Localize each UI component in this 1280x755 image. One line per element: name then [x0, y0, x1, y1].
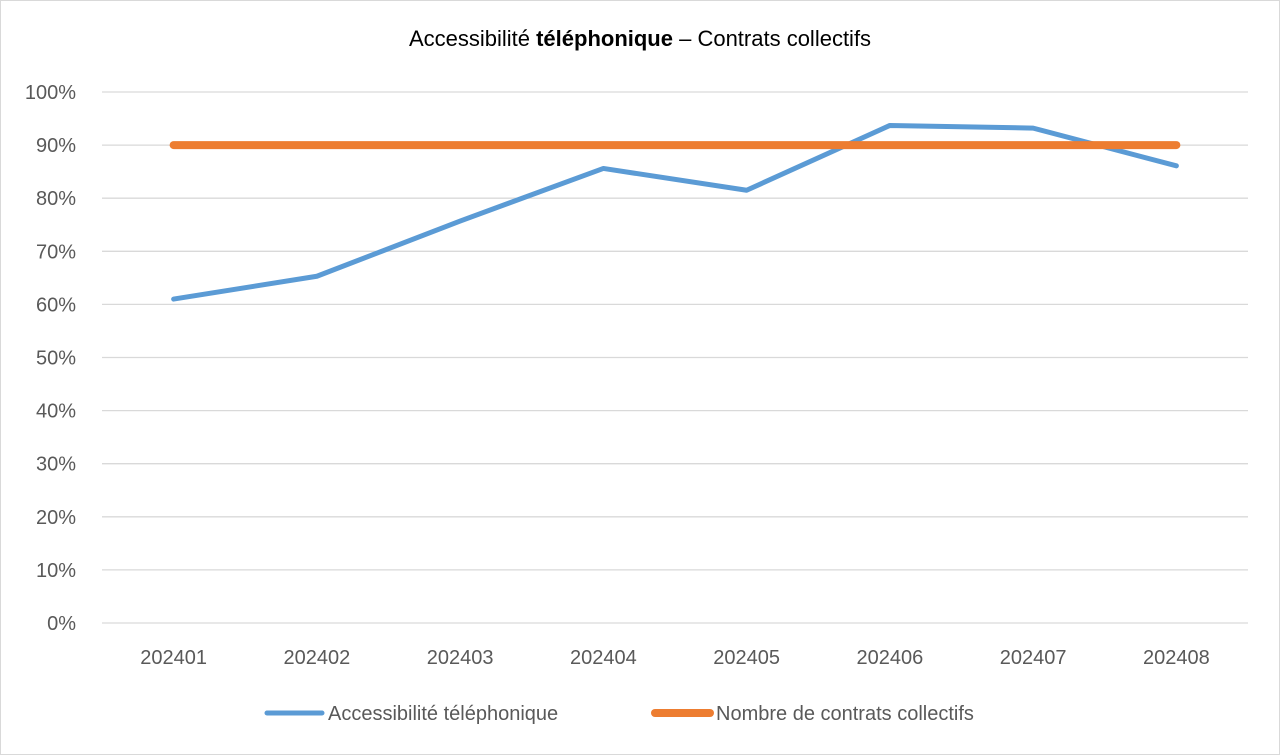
y-tick-label: 50%	[36, 348, 76, 370]
series-line	[171, 122, 1179, 302]
y-tick-label: 80%	[36, 188, 76, 210]
x-tick-label: 202405	[713, 647, 780, 669]
x-tick-label: 202407	[1000, 647, 1067, 669]
x-axis-ticks: 202401 202402 202403 202404 202405 202406 2024…	[140, 647, 1210, 669]
series-lines	[169, 122, 1181, 302]
gridlines	[102, 91, 1248, 624]
x-tick-label: 202401	[140, 647, 207, 669]
chart-title-post: – Contrats collectifs	[672, 26, 872, 51]
y-tick-label: 70%	[36, 241, 76, 263]
y-tick-label: 40%	[36, 401, 76, 423]
x-tick-label: 202402	[284, 647, 351, 669]
chart-title-pre: Accessibilité	[408, 26, 537, 51]
x-tick-label: 202406	[857, 647, 924, 669]
y-tick-label: 90%	[36, 135, 76, 157]
x-tick-label: 202403	[427, 647, 494, 669]
y-axis-ticks: 0% 10% 20% 30% 40% 50% 60% 70% 80% 90% 100%	[25, 82, 76, 635]
y-tick-label: 20%	[36, 507, 76, 529]
x-tick-label: 202404	[570, 647, 637, 669]
y-tick-label: 0%	[47, 613, 76, 635]
legend: Accessibilité téléphonique Nombre de cont…	[264, 703, 974, 725]
y-tick-label: 30%	[36, 454, 76, 476]
legend-label: Nombre de contrats collectifs	[716, 703, 974, 725]
legend-label: Accessibilité téléphonique	[328, 703, 558, 725]
chart-title: Accessibilité téléphonique – Contrats co…	[0, 26, 1280, 52]
y-tick-label: 10%	[36, 560, 76, 582]
x-tick-label: 202408	[1143, 647, 1210, 669]
y-tick-label: 100%	[25, 82, 76, 104]
y-tick-label: 60%	[36, 294, 76, 316]
chart-title-bold: téléphonique	[536, 26, 673, 51]
